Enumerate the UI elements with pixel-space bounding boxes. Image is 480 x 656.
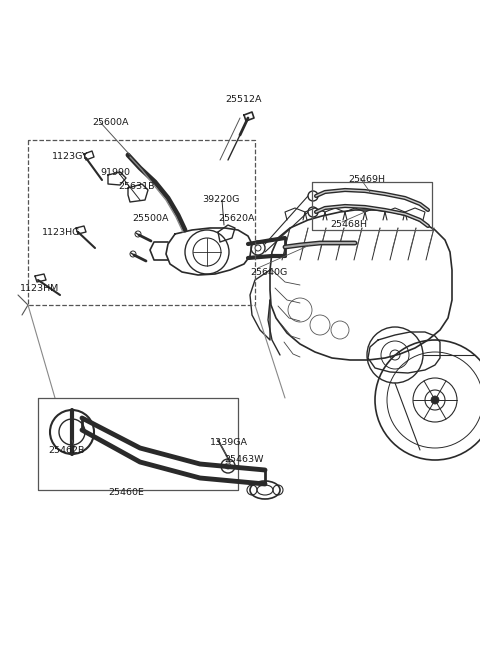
Text: 91990: 91990: [100, 168, 130, 177]
Text: 1123HG: 1123HG: [42, 228, 80, 237]
Text: 25460E: 25460E: [108, 488, 144, 497]
Text: 1339GA: 1339GA: [210, 438, 248, 447]
Text: 25620A: 25620A: [218, 214, 254, 223]
Text: 25512A: 25512A: [225, 95, 262, 104]
Text: 39220G: 39220G: [202, 195, 240, 204]
Text: 25631B: 25631B: [118, 182, 155, 191]
Text: 25640G: 25640G: [250, 268, 287, 277]
Text: 25463W: 25463W: [224, 455, 264, 464]
Text: 1123GY: 1123GY: [52, 152, 89, 161]
Text: 25600A: 25600A: [92, 118, 129, 127]
Text: 25468H: 25468H: [330, 220, 367, 229]
Text: 25462B: 25462B: [48, 446, 84, 455]
Text: 25500A: 25500A: [132, 214, 168, 223]
Text: 25469H: 25469H: [348, 175, 385, 184]
Circle shape: [431, 396, 439, 404]
Text: 1123HM: 1123HM: [20, 284, 59, 293]
